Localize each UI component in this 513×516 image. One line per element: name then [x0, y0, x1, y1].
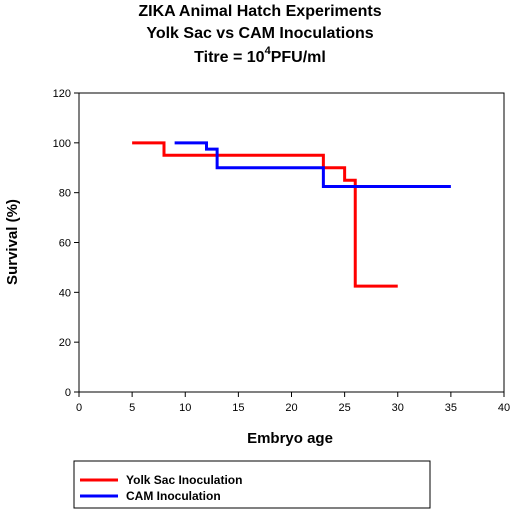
y-tick-label: 40 — [59, 287, 71, 299]
chart-title-line-2: Yolk Sac vs CAM Inoculations — [146, 25, 373, 42]
y-tick-label: 120 — [53, 88, 71, 100]
titre-prefix: Titre = 10 — [194, 49, 265, 66]
series-line-yolk-sac — [132, 141, 398, 288]
plot-area: 0 20 40 60 80 100 120 0 5 10 15 20 25 30 35 40 — [53, 88, 510, 414]
x-tick-label: 35 — [445, 402, 457, 414]
x-tick-label: 15 — [232, 402, 244, 414]
series-line-cam — [174, 141, 451, 188]
legend-box — [73, 460, 431, 509]
x-tick-label: 0 — [76, 402, 82, 414]
x-tick-label: 10 — [179, 402, 191, 414]
y-tick-label: 60 — [59, 238, 71, 250]
y-tick-label: 100 — [53, 138, 71, 150]
legend-label-yolk-sac: Yolk Sac Inoculation — [126, 473, 242, 487]
chart-titre: Titre = 104PFU/ml — [194, 45, 326, 66]
legend-label-cam: CAM Inoculation — [126, 489, 221, 503]
titre-suffix: PFU/ml — [271, 49, 326, 66]
x-tick-label: 30 — [392, 402, 404, 414]
x-tick-label: 5 — [129, 402, 135, 414]
x-tick-label: 25 — [339, 402, 351, 414]
y-axis-label: Survival (%) — [4, 199, 21, 285]
x-tick-label: 20 — [285, 402, 297, 414]
plot-frame — [78, 92, 505, 393]
y-tick-label: 80 — [59, 188, 71, 200]
legend: Yolk Sac Inoculation CAM Inoculation — [73, 460, 431, 509]
y-tick-label: 0 — [65, 387, 71, 399]
x-tick-label: 40 — [498, 402, 510, 414]
y-tick-label: 20 — [59, 337, 71, 349]
titre-exponent: 4 — [265, 45, 272, 57]
x-axis-label: Embryo age — [247, 430, 333, 447]
chart-title-line-1: ZIKA Animal Hatch Experiments — [138, 3, 381, 20]
